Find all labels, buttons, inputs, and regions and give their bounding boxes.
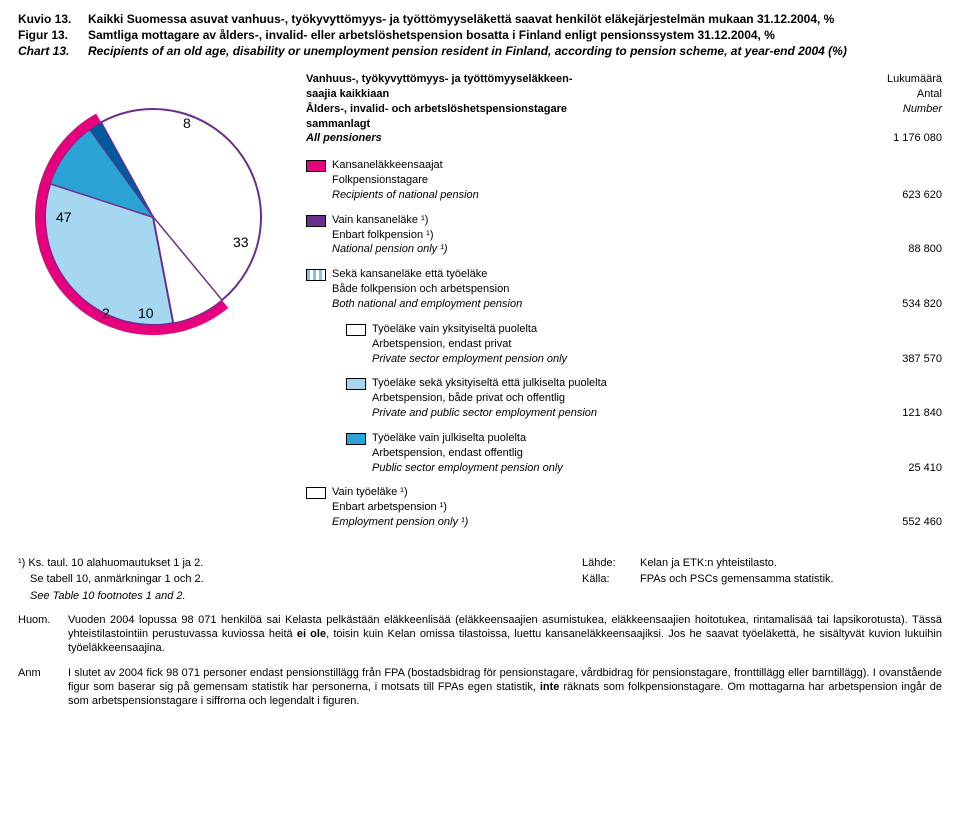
header-label-en: Chart 13.: [18, 44, 88, 58]
footnote-3: See Table 10 footnotes 1 and 2.: [18, 589, 582, 603]
header-text-en: Recipients of an old age, disability or …: [88, 44, 847, 58]
legend-head-title: Vanhuus-, työkyvyttömyys- ja työttömyyse…: [306, 72, 842, 146]
header-label-sv: Figur 13.: [18, 28, 88, 42]
legend-item: Työeläke sekä yksityiseltä että julkisel…: [346, 376, 942, 421]
header-text-sv: Samtliga mottagare av ålders-, invalid- …: [88, 28, 775, 42]
figure-header: Kuvio 13. Kaikki Suomessa asuvat vanhuus…: [18, 12, 942, 58]
svg-text:47: 47: [56, 209, 72, 225]
legend-item: Työeläke vain julkiselta puoleltaArbetsp…: [346, 431, 942, 476]
svg-text:10: 10: [138, 305, 154, 321]
header-text-fi: Kaikki Suomessa asuvat vanhuus-, työkyvy…: [88, 12, 834, 26]
legend-item: KansaneläkkeensaajatFolkpensionstagareRe…: [306, 158, 942, 203]
footnotes: ¹) Ks. taul. 10 alahuomautukset 1 ja 2. …: [18, 556, 942, 709]
footnote-1: ¹) Ks. taul. 10 alahuomautukset 1 ja 2.: [18, 556, 582, 570]
legend-item: Vain työeläke ¹)Enbart arbetspension ¹)E…: [306, 485, 942, 530]
legend-head-count: Lukumäärä Antal Number 1 176 080: [842, 72, 942, 146]
header-label-fi: Kuvio 13.: [18, 12, 88, 26]
footnote-2: Se tabell 10, anmärkningar 1 och 2.: [18, 572, 582, 586]
note-huom: Huom. Vuoden 2004 lopussa 98 071 henkilö…: [18, 613, 942, 656]
legend-item: Vain kansaneläke ¹)Enbart folkpension ¹)…: [306, 213, 942, 258]
legend: Vanhuus-, työkyvyttömyys- ja työttömyyse…: [306, 72, 942, 540]
svg-text:2: 2: [102, 305, 110, 321]
note-anm: Anm I slutet av 2004 fick 98 071 persone…: [18, 666, 942, 709]
svg-text:8: 8: [183, 115, 191, 131]
svg-text:33: 33: [233, 234, 249, 250]
legend-item: Työeläke vain yksityiseltä puoleltaArbet…: [346, 322, 942, 367]
pie-chart: 47 8 33 10 2: [18, 72, 288, 365]
legend-item: Sekä kansaneläke että työeläkeBåde folkp…: [306, 267, 942, 312]
